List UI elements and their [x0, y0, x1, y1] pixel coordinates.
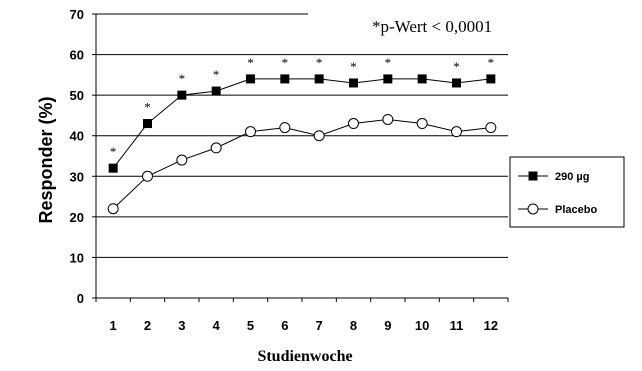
significance-star: *	[282, 55, 289, 70]
y-tick-label: 40	[70, 129, 84, 144]
significance-star: *	[144, 100, 151, 115]
significance-star: *	[316, 55, 323, 70]
data-point-placebo	[485, 122, 497, 134]
x-tick-label: 3	[178, 318, 185, 333]
x-tick-label: 5	[247, 318, 254, 333]
significance-star: *	[453, 59, 460, 74]
data-point-placebo	[245, 126, 256, 138]
series-290-g	[108, 74, 496, 173]
p-value-note: *p-Wert < 0,0001	[372, 17, 492, 36]
data-point-290-g	[349, 78, 358, 88]
significance-star: *	[247, 55, 254, 70]
y-tick-label: 0	[77, 291, 84, 306]
legend-marker	[527, 203, 539, 215]
axes	[95, 14, 508, 299]
x-tick-label: 2	[144, 318, 151, 333]
significance-star: *	[488, 55, 495, 70]
legend: 290 µg Placebo	[509, 156, 625, 228]
x-tick-label: 7	[316, 318, 323, 333]
x-tick-label: 4	[213, 318, 221, 333]
data-point-placebo	[416, 118, 428, 130]
significance-star: *	[385, 55, 392, 70]
x-tick-label: 10	[415, 318, 429, 333]
y-tick-label: 10	[70, 250, 84, 265]
x-tick-label: 12	[484, 318, 498, 333]
data-point-placebo	[210, 142, 222, 154]
x-tick-label: 1	[110, 318, 117, 333]
data-point-placebo	[107, 203, 119, 215]
x-tick-label: 9	[384, 318, 391, 333]
gridlines	[96, 13, 508, 258]
data-point-290-g	[108, 163, 118, 173]
legend-box	[509, 156, 625, 228]
data-point-290-g	[383, 74, 393, 84]
x-tick-label: 11	[450, 318, 464, 333]
y-axis-label: Responder (%)	[36, 96, 56, 223]
y-tick-label: 50	[70, 88, 84, 103]
legend-label: 290 µg	[555, 171, 589, 183]
data-point-placebo	[279, 122, 291, 134]
significance-star: *	[179, 71, 186, 86]
y-tick-labels: 0 10 20 30 40 50 60 70	[70, 7, 96, 306]
data-point-290-g	[417, 74, 427, 84]
y-tick-label: 20	[70, 210, 84, 225]
x-tick-label: 6	[281, 318, 288, 333]
data-point-290-g	[143, 119, 152, 129]
data-point-placebo	[176, 154, 188, 166]
y-tick-label: 70	[70, 7, 84, 22]
data-point-placebo	[382, 113, 394, 125]
data-point-290-g	[177, 90, 187, 100]
series-placebo	[107, 113, 497, 215]
x-tick-label: 8	[350, 318, 357, 333]
y-tick-label: 60	[70, 48, 84, 63]
significance-star: *	[110, 144, 117, 159]
legend-label: Placebo	[555, 204, 597, 216]
significance-star: *	[213, 67, 220, 82]
significance-star: *	[350, 59, 357, 74]
significance-stars: * * * * * * * * * * *	[110, 55, 494, 159]
x-axis-label: Studienwoche	[257, 348, 352, 365]
data-point-290-g	[280, 74, 290, 84]
series-line-290-g	[112, 78, 491, 169]
legend-marker	[528, 171, 538, 181]
x-tick-labels: 1 2 3 4 5 6 7 8 9 10 11 12	[95, 298, 509, 333]
data-point-290-g	[246, 74, 255, 84]
y-tick-label: 30	[70, 169, 84, 184]
data-point-placebo	[451, 126, 462, 138]
data-point-placebo	[313, 130, 325, 142]
data-series	[107, 74, 497, 215]
data-point-290-g	[211, 86, 221, 96]
data-point-placebo	[142, 170, 153, 182]
data-point-placebo	[348, 118, 359, 130]
data-point-290-g	[452, 78, 461, 88]
series-line-placebo	[112, 118, 491, 210]
data-point-290-g	[314, 74, 324, 84]
data-point-290-g	[486, 74, 496, 84]
